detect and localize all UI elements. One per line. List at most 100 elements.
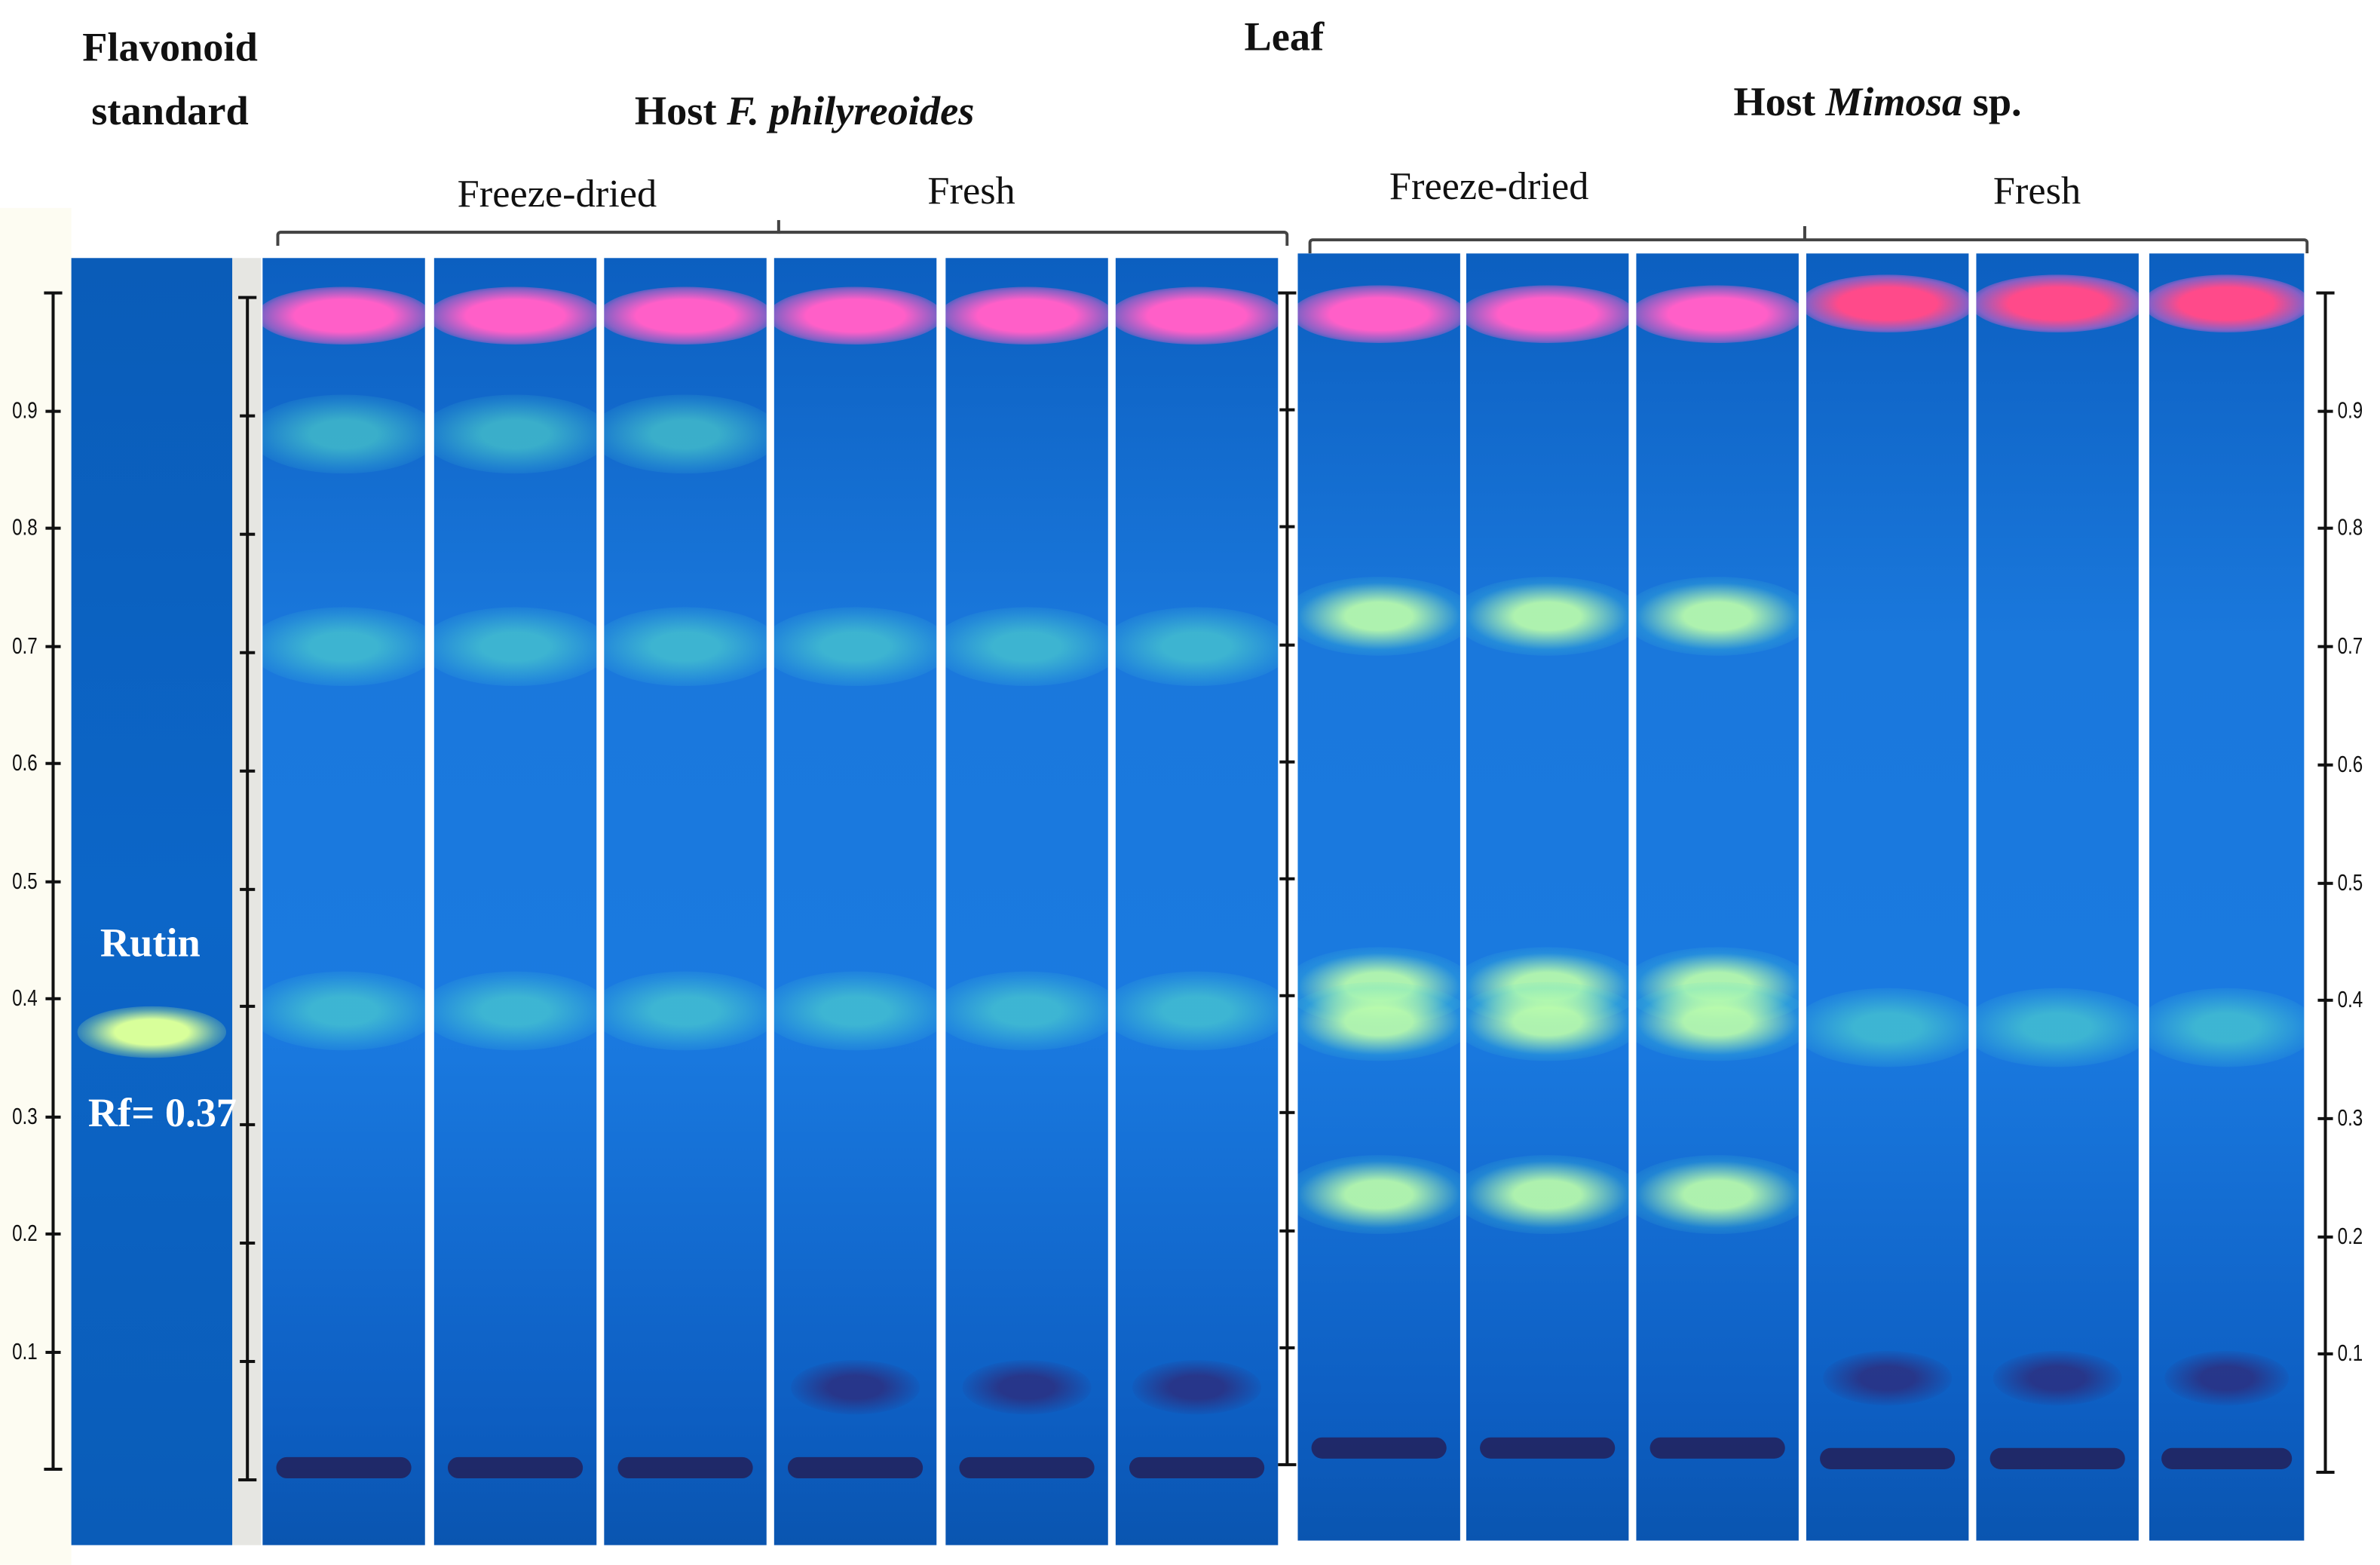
origin-band [790, 1359, 920, 1414]
rf-axis-tick [2317, 881, 2333, 884]
host1-freeze-dried-lane [262, 258, 425, 1545]
flavonoid-band [1636, 1155, 1799, 1235]
rf-axis-tick [1279, 1229, 1295, 1233]
rf-axis-tick [1279, 877, 1295, 881]
rf-axis-tick-top [44, 291, 63, 295]
rf-axis-tick [1279, 525, 1295, 529]
host1-label: Host F. philyreoides [635, 88, 975, 135]
rf-axis-tick [1279, 1111, 1295, 1115]
rf-axis-tick [45, 409, 61, 412]
host2-fresh-lane [1976, 253, 2139, 1541]
solvent-front-band [1115, 286, 1279, 345]
solvent-front-band [773, 286, 937, 345]
rf-axis-tick [240, 1005, 256, 1009]
rf-axis-tick [45, 997, 61, 1000]
rf-tick-label: 0.8 [12, 515, 38, 541]
solvent-front-band [433, 286, 597, 345]
flavonoid-band [1466, 982, 1629, 1061]
rf-axis-tick-top [1278, 291, 1297, 295]
rf-axis-tick-top [2316, 291, 2335, 295]
rf-tick-label: 0.7 [2337, 633, 2363, 660]
rf-value-label: Rf= 0.37 [87, 1089, 237, 1136]
flavonoid-band [1806, 988, 1969, 1068]
rf-axis-tick-bottom [2316, 1470, 2335, 1475]
solvent-front-band [1976, 274, 2139, 332]
rf-axis-tick [2317, 1235, 2333, 1239]
flavonoid-band [945, 971, 1108, 1050]
host1-fresh-lane [773, 258, 937, 1545]
rf-tick-label: 0.8 [2337, 516, 2363, 542]
solvent-front-band [945, 286, 1108, 345]
origin-line [1819, 1447, 1956, 1469]
rf-axis-tick [2317, 645, 2333, 648]
origin-band [1992, 1351, 2123, 1406]
host2-species: Mimosa [1825, 78, 1963, 125]
origin-line [958, 1456, 1095, 1479]
rf-axis-tick-bottom [44, 1467, 63, 1471]
host1-bracket [276, 231, 1289, 247]
solvent-front-band [262, 286, 425, 345]
rf-axis-tick [1279, 1346, 1295, 1349]
origin-line [1649, 1437, 1786, 1459]
rf-axis-tick [1279, 642, 1295, 646]
flavonoid-band [262, 606, 425, 686]
origin-band [2164, 1351, 2289, 1406]
rf-axis-tick [45, 526, 61, 530]
flavonoid-band [1297, 982, 1460, 1061]
rf-axis-tick [2317, 1116, 2333, 1120]
rf-axis-tick [1279, 994, 1295, 998]
host1-species: F. philyreoides [727, 87, 975, 134]
rf-axis-tick-top [238, 296, 257, 299]
host1-freeze-dried-lane [433, 258, 597, 1545]
rf-tick-label: 0.3 [12, 1103, 38, 1129]
solvent-front-band [1636, 285, 1799, 344]
host1-group-freeze-dried: Freeze-dried [457, 171, 657, 216]
flavonoid-band [604, 606, 767, 686]
solvent-front-band [604, 286, 767, 345]
origin-band [1132, 1359, 1262, 1414]
rf-tick-label: 0.6 [2337, 752, 2363, 778]
rf-axis-tick-bottom [1278, 1462, 1297, 1466]
flavonoid-band [1115, 971, 1279, 1050]
rutin-spot [78, 1006, 226, 1058]
host2-fresh-lane [2149, 253, 2305, 1541]
flavonoid-band [433, 606, 597, 686]
flavonoid-band [1297, 577, 1460, 657]
rf-axis-tick [2317, 527, 2333, 531]
flavonoid-band [945, 606, 1108, 686]
tissue-label: Leaf [1244, 14, 1325, 60]
rf-axis-tick [240, 414, 256, 418]
flavonoid-band [1466, 1155, 1629, 1235]
solvent-front-band [1466, 285, 1629, 344]
origin-line [2161, 1447, 2292, 1469]
host1-freeze-dried-lane [604, 258, 767, 1545]
host1-fresh-lane [945, 258, 1108, 1545]
flavonoid-band [773, 971, 937, 1050]
rf-tick-label: 0.2 [2337, 1223, 2363, 1250]
rf-tick-label: 0.9 [12, 397, 38, 424]
rf-axis-tick [240, 768, 256, 773]
rf-axis-tick [240, 1242, 256, 1245]
rf-axis-tick [45, 1349, 61, 1353]
rf-axis-tick [2317, 409, 2333, 413]
rf-axis-tick [45, 1114, 61, 1118]
solvent-front-band [1806, 274, 1969, 332]
rf-axis-tick [45, 644, 61, 648]
solvent-front-band [2149, 274, 2305, 332]
host2-freeze-dried-lane [1466, 253, 1629, 1541]
rf-tick-label: 0.2 [12, 1220, 38, 1248]
rf-tick-label: 0.3 [2337, 1105, 2363, 1132]
flavonoid-band [2149, 988, 2305, 1068]
origin-band [1822, 1351, 1953, 1406]
flavonoid-band [1297, 1155, 1460, 1235]
origin-line [1310, 1437, 1447, 1459]
flavonoid-band [604, 394, 767, 474]
rf-axis-tick [240, 651, 256, 654]
origin-line [1129, 1456, 1266, 1479]
rf-axis-tick [240, 532, 256, 536]
flavonoid-band [604, 971, 767, 1050]
rf-axis-tick [45, 879, 61, 883]
flavonoid-band [1466, 577, 1629, 657]
standard-lane [71, 258, 233, 1545]
host2-suffix: sp. [1962, 78, 2022, 125]
